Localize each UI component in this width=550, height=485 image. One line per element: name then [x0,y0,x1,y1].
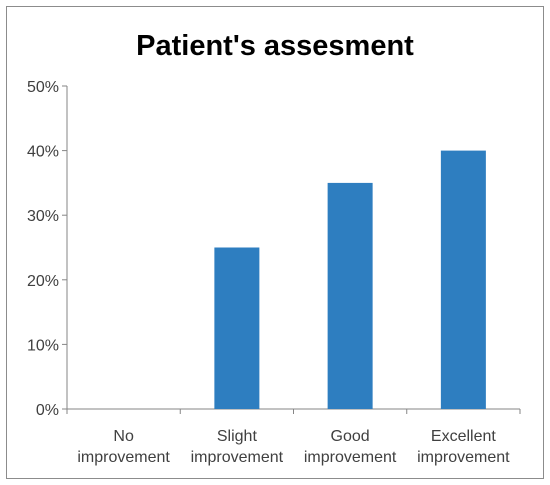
x-category-label: Slight improvement [191,428,284,466]
bar [214,247,260,409]
bar [440,150,486,409]
y-tick-label: 20% [27,273,59,290]
y-tick-label: 40% [27,144,59,161]
x-category-label: No improvement [77,428,170,466]
y-tick-label: 30% [27,208,59,225]
y-tick-label: 0% [36,402,59,419]
bar [327,182,373,409]
x-category-label: Good improvement [304,428,397,466]
y-tick-label: 50% [27,79,59,96]
x-category-label: Excellent improvement [417,428,510,466]
y-tick-label: 10% [27,337,59,354]
chart-title: Patient's assesment [136,30,414,62]
